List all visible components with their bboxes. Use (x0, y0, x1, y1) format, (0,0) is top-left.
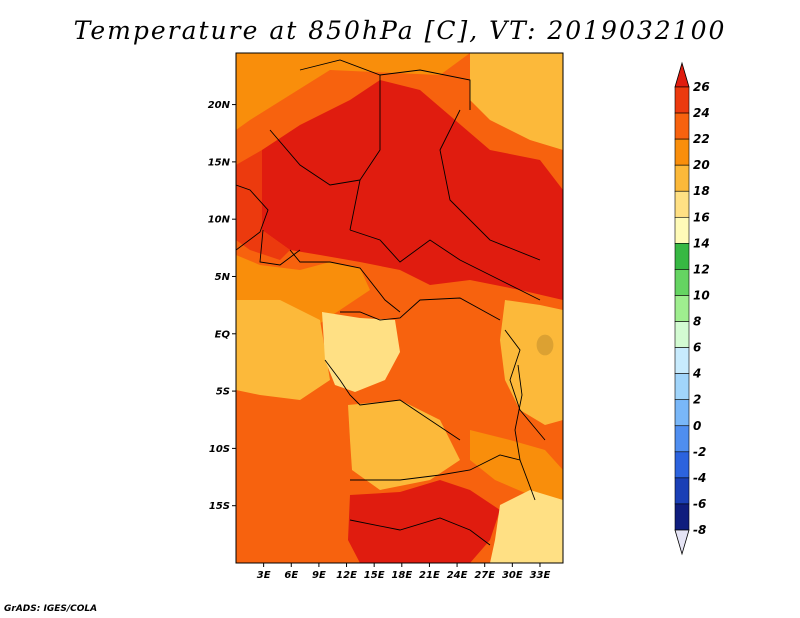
colorbar-label: -2 (693, 445, 706, 459)
border-line-3 (269, 129, 361, 186)
x-tick-label: 6E (284, 570, 298, 581)
colorbar-cell (674, 112, 690, 140)
x-tick-label: 30E (502, 570, 523, 581)
x-tick-label: 24E (447, 570, 468, 581)
colorbar-label: -8 (693, 523, 706, 537)
x-tick-label: 27E (474, 570, 495, 581)
border-line-10 (504, 329, 546, 441)
temperature-field (236, 53, 563, 563)
colorbar-cell (674, 321, 690, 348)
colorbar-label: 26 (693, 80, 710, 94)
y-tick-label: 15S (209, 501, 230, 512)
y-tick-label: 10N (208, 215, 231, 226)
colorbar-cell (674, 295, 690, 322)
region-sahel-core (262, 80, 563, 300)
colorbar-label: 4 (692, 367, 701, 381)
x-tick-label: 33E (530, 570, 551, 581)
colorbar-cell (674, 503, 690, 531)
x-tick-label: 12E (336, 570, 357, 581)
region-east-highlands (500, 300, 563, 425)
colorbar-label: -4 (693, 471, 706, 485)
chart-title: Temperature at 850hPa [C], VT: 201903210… (73, 16, 727, 45)
colorbar-label: 20 (693, 158, 710, 172)
x-axis: 3E 6E 9E 12E 15E 18E 21E 24E 27E 30E 33E (257, 563, 551, 581)
region-zambia-warm (470, 430, 563, 500)
colorbar-cell (674, 164, 690, 192)
lake-victoria (536, 334, 554, 356)
colorbar-label: 10 (693, 288, 710, 302)
colorbar-label: 8 (693, 315, 701, 329)
region-atlantic-warm (236, 300, 330, 400)
y-tick-label: 5N (215, 272, 231, 283)
colorbar-cell (674, 86, 690, 114)
region-kalahari (348, 480, 500, 563)
colorbar-cell (674, 399, 690, 427)
border-line-0 (299, 59, 471, 110)
colorbar-cell (674, 373, 690, 401)
border-line-4 (349, 229, 541, 301)
colorbar-label: 24 (693, 106, 710, 120)
colorbar-cell (674, 451, 690, 479)
y-tick-label: 5S (216, 387, 230, 398)
colorbar-top-arrow (674, 61, 690, 88)
border-line-5 (289, 249, 401, 313)
region-angola (348, 400, 460, 490)
colorbar-label: 12 (693, 262, 710, 276)
colorbar-label: -6 (693, 497, 706, 511)
y-axis: 20N 15N 10N 5N EQ 5S 10S 15S (208, 100, 236, 512)
lake-tanganyika-malawi (514, 364, 536, 501)
y-tick-label: EQ (215, 329, 231, 340)
grads-credit: GrADS: IGES/COLA (4, 604, 98, 614)
colorbar-label: 6 (693, 341, 701, 355)
x-tick-label: 9E (312, 570, 326, 581)
region-northeast-warm (470, 53, 563, 150)
region-north-light (236, 53, 470, 130)
border-line-7 (324, 359, 461, 441)
colorbar-label: 0 (693, 419, 701, 433)
colorbar-cell (674, 190, 690, 218)
y-tick-label: 10S (209, 444, 230, 455)
border-line-2 (439, 109, 541, 261)
border-line-1 (349, 75, 381, 231)
x-tick-label: 18E (391, 570, 412, 581)
y-tick-label: 15N (208, 157, 231, 168)
country-borders (236, 59, 554, 546)
border-line-6 (340, 297, 501, 321)
x-tick-label: 15E (364, 570, 385, 581)
colorbar-cell (674, 243, 690, 270)
border-line-11 (236, 184, 269, 251)
border-line-8 (350, 454, 521, 481)
colorbar-label: 14 (693, 236, 710, 250)
colorbar-label: 22 (693, 132, 710, 146)
colorbar-cell (674, 269, 690, 296)
region-mozambique (490, 490, 563, 563)
colorbar-label: 16 (693, 210, 710, 224)
x-tick-label: 21E (419, 570, 440, 581)
colorbar-cell (674, 138, 690, 166)
colorbar-bottom-arrow (674, 529, 690, 556)
y-tick-label: 20N (208, 100, 231, 111)
plot-frame (235, 52, 564, 564)
x-tick-label: 3E (257, 570, 271, 581)
region-sahel-edge (236, 150, 290, 260)
colorbar-cell (674, 216, 690, 244)
colorbar-cell (674, 477, 690, 505)
colorbar-cell (674, 425, 690, 453)
colorbar-cell (674, 347, 690, 374)
colorbar-label: 18 (693, 184, 710, 198)
region-gabon-congo (322, 312, 400, 392)
border-line-12 (259, 229, 301, 266)
colorbar-label: 2 (693, 393, 701, 407)
border-line-9 (349, 517, 491, 546)
